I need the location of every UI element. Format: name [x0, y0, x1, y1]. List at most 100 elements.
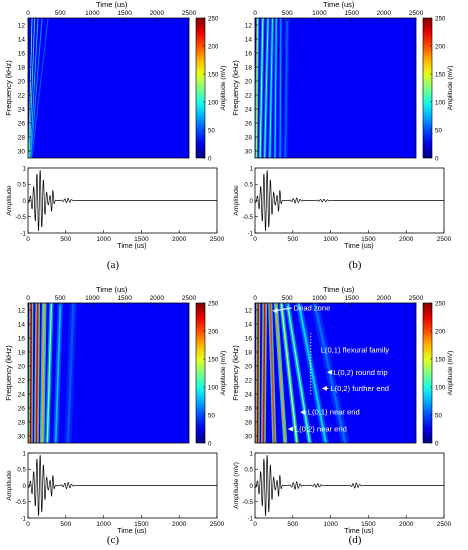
waveform-y-tick-label: 0 — [250, 483, 254, 490]
waveform-y-tick-label: 1 — [250, 165, 254, 172]
heatmap-y-tick-label: 24 — [245, 106, 253, 113]
waveform-y-tick-label: -0.5 — [15, 499, 26, 506]
heatmap-y-tick-label: 22 — [245, 92, 253, 99]
colorbar-label: Amplitude (mV) — [220, 351, 227, 396]
annotation-label: Dead zone — [294, 303, 331, 312]
heatmap-x-tick-label: 1000 — [312, 295, 327, 302]
heatmap-x-tick-label: 2000 — [150, 295, 165, 302]
heatmap-y-tick-label: 30 — [18, 148, 26, 155]
colorbar-tick-label: 0 — [208, 440, 212, 447]
heatmap-y-tick-label: 12 — [18, 307, 26, 314]
waveform-y-tick-label: -1 — [20, 515, 26, 522]
heatmap-stripe — [269, 303, 276, 443]
waveform-y-tick-label: 0.5 — [244, 182, 253, 189]
heatmap-x-tick-label: 500 — [55, 295, 66, 302]
heatmap-y-tick-label: 28 — [245, 419, 253, 426]
waveform-x-axis-label: Time (us) — [117, 528, 146, 535]
waveform-x-tick-label: 2000 — [172, 521, 187, 528]
heatmap-y-tick-label: 24 — [245, 391, 253, 398]
waveform-x-tick-label: 1500 — [134, 236, 149, 243]
heatmap-x-tick-label: 2500 — [182, 295, 197, 302]
heatmap-stripe — [280, 303, 298, 443]
heatmap-y-tick-label: 16 — [245, 50, 253, 57]
waveform-x-tick-label: 1500 — [361, 521, 376, 528]
heatmap-stripe — [262, 303, 266, 443]
heatmap-y-axis-label: Frequency (kHz) — [231, 345, 240, 401]
waveform-x-tick-label: 2000 — [399, 521, 414, 528]
colorbar-tick-label: 100 — [435, 99, 446, 106]
heatmap-y-tick-label: 16 — [245, 335, 253, 342]
heatmap-y-tick-label: 20 — [18, 363, 26, 370]
colorbar-label: Amplitude (mV) — [220, 66, 227, 111]
waveform-x-tick-label: 0 — [253, 521, 257, 528]
heatmap-stripe — [264, 18, 269, 158]
heatmap-y-tick-label: 12 — [245, 307, 253, 314]
heatmap-x-tick-label: 500 — [282, 295, 293, 302]
heatmap-y-tick-label: 24 — [18, 106, 26, 113]
heatmap-frame — [254, 17, 417, 159]
heatmap-x-tick-label: 2500 — [409, 295, 424, 302]
heatmap-x-tick-label: 500 — [55, 10, 66, 17]
waveform-x-tick-label: 2000 — [399, 236, 414, 243]
waveform-x-tick-label: 1000 — [96, 236, 111, 243]
heatmap-stripe — [297, 303, 327, 443]
colorbar — [422, 17, 433, 159]
colorbar-label: Amplitude (mV) — [447, 351, 454, 396]
heatmap-x-tick-label: 1500 — [344, 295, 359, 302]
heatmap-stripe — [259, 18, 264, 158]
heatmap-frame — [254, 302, 417, 444]
waveform-x-tick-label: 0 — [26, 521, 30, 528]
colorbar-tick-label: 200 — [435, 328, 446, 335]
waveform-x-tick-label: 0 — [26, 236, 30, 243]
annotation-label: L(0,2) near end — [295, 425, 347, 434]
heatmap-y-tick-label: 30 — [18, 433, 26, 440]
waveform-x-tick-label: 500 — [60, 236, 71, 243]
heatmap-stripes — [28, 18, 49, 158]
heatmap-x-tick-label: 500 — [282, 10, 293, 17]
heatmap-y-tick-label: 14 — [245, 321, 253, 328]
heatmap-y-axis-label: Frequency (kHz) — [4, 60, 13, 116]
waveform-y-tick-label: -0.5 — [15, 214, 26, 221]
heatmap-y-tick-label: 18 — [245, 64, 253, 71]
waveform-line — [27, 455, 217, 516]
heatmap-stripe — [269, 18, 274, 158]
waveform-x-tick-label: 0 — [253, 236, 257, 243]
waveform-y-axis-label: Amplitude (mV) — [233, 462, 240, 509]
heatmap-stripe — [30, 18, 39, 158]
heatmap-y-tick-label: 28 — [18, 134, 26, 141]
heatmap-y-tick-label: 18 — [18, 349, 26, 356]
annotation-arrowhead — [272, 308, 278, 314]
colorbar-tick-label: 150 — [435, 71, 446, 78]
waveform-y-tick-label: 0.5 — [17, 182, 26, 189]
waveform-y-tick-label: 1 — [23, 450, 27, 457]
panel-caption: (a) — [107, 259, 120, 271]
colorbar-tick-label: 250 — [435, 300, 446, 307]
waveform-x-axis-label: Time (us) — [344, 528, 373, 535]
heatmap-y-tick-label: 26 — [18, 405, 26, 412]
waveform-x-tick-label: 1500 — [134, 521, 149, 528]
waveform-x-tick-label: 500 — [287, 521, 298, 528]
heatmap-y-tick-label: 28 — [18, 419, 26, 426]
colorbar-tick-label: 0 — [208, 155, 212, 162]
waveform-y-axis-label: Amplitude — [6, 470, 13, 500]
heatmap-x-axis-label: Time (us) — [96, 285, 128, 294]
heatmap-y-tick-label: 12 — [18, 22, 26, 29]
waveform-x-tick-label: 1500 — [361, 236, 376, 243]
heatmap-y-tick-label: 18 — [18, 64, 26, 71]
waveform-y-axis-label: Amplitude — [6, 185, 13, 215]
colorbar-tick-label: 50 — [208, 412, 215, 419]
heatmap-stripe — [35, 303, 39, 443]
heatmap-y-tick-label: 30 — [245, 433, 253, 440]
waveform-y-axis-label: Amplitude — [233, 185, 240, 215]
heatmap-y-tick-label: 14 — [18, 321, 26, 328]
waveform-y-tick-label: 0.5 — [244, 467, 253, 474]
heatmap-stripe — [66, 303, 75, 443]
heatmap-x-tick-label: 1000 — [312, 10, 327, 17]
heatmap-x-tick-label: 0 — [26, 10, 30, 17]
waveform-y-tick-label: -1 — [247, 230, 253, 237]
heatmap-x-tick-label: 1500 — [117, 295, 132, 302]
